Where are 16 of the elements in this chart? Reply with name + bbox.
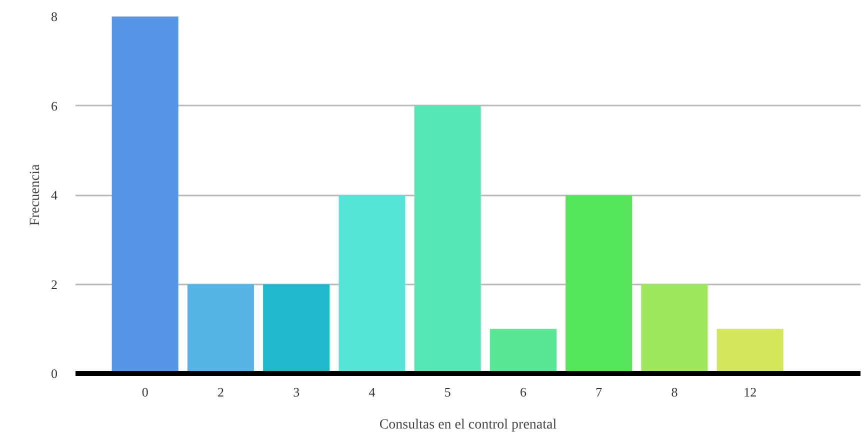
x-tick-label: 12 <box>744 384 757 400</box>
y-tick-label: 6 <box>51 98 58 114</box>
x-tick-label: 0 <box>142 384 148 400</box>
y-tick-label: 0 <box>51 366 58 381</box>
y-tick-label: 4 <box>51 188 58 202</box>
x-tick-label: 5 <box>444 384 451 400</box>
x-tick-label: 7 <box>596 384 603 400</box>
x-tick-label: 8 <box>671 384 678 400</box>
y-axis-title: Frecuencia <box>28 164 43 226</box>
x-tick-label: 2 <box>217 384 224 400</box>
x-tick-label: 6 <box>520 384 527 400</box>
y-tick-label: 8 <box>51 9 58 24</box>
x-axis-title: Consultas en el control prenatal <box>379 418 557 432</box>
y-tick-label: 2 <box>51 276 58 292</box>
x-tick-label: 3 <box>293 384 300 400</box>
x-tick-label: 4 <box>368 384 376 400</box>
